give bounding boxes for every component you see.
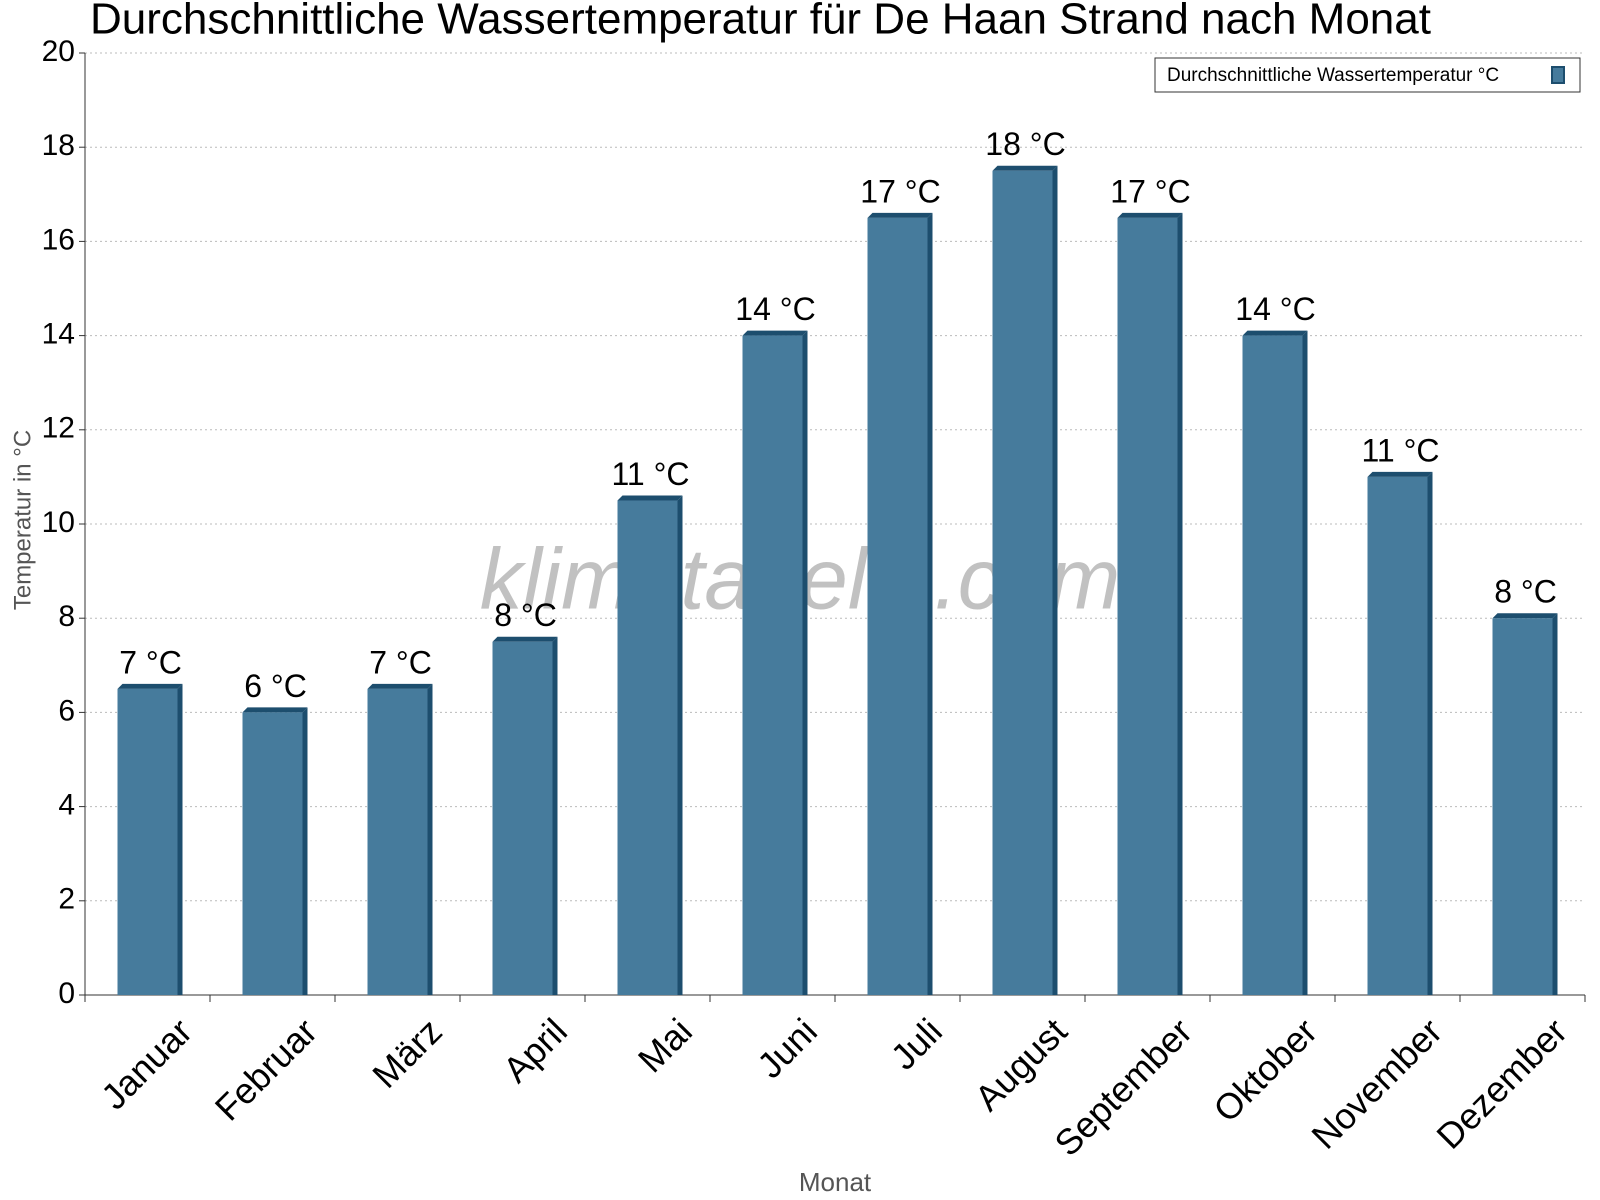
y-tick-label: 16 (42, 223, 75, 256)
legend-box (1154, 57, 1581, 93)
y-tick-label: 8 (58, 600, 75, 633)
bar-group (1242, 330, 1308, 996)
bar (992, 170, 1053, 995)
bar (492, 641, 553, 995)
x-tick-label: November (1303, 1010, 1449, 1156)
value-label: 7 °C (119, 644, 182, 680)
bar-side (177, 683, 183, 995)
value-label: 17 °C (860, 173, 940, 209)
bar-top (1117, 212, 1183, 218)
x-axis-title: Monat (799, 1167, 872, 1197)
bar-top (117, 683, 183, 689)
value-label: 18 °C (985, 126, 1065, 162)
bar-group (1117, 212, 1183, 996)
bar-top (1492, 613, 1558, 619)
bar-group (492, 636, 558, 995)
bar (867, 217, 928, 996)
value-label: 6 °C (244, 668, 307, 704)
bar-group (1367, 471, 1433, 995)
y-tick-label: 4 (58, 789, 75, 822)
bar-side (1427, 471, 1433, 995)
value-label: 7 °C (369, 644, 432, 680)
bar-side (1177, 212, 1183, 996)
y-tick-label: 20 (42, 35, 75, 68)
bar (1242, 335, 1303, 996)
bar (617, 500, 678, 995)
value-label: 8 °C (494, 597, 557, 633)
bar (1492, 618, 1553, 995)
bar-top (367, 683, 433, 689)
y-tick-label: 18 (42, 129, 75, 162)
legend-swatch (1551, 66, 1565, 84)
bar-top (867, 212, 933, 218)
x-tick-label: Oktober (1205, 1010, 1325, 1130)
bar-side (1052, 165, 1058, 995)
x-tick-label: Juli (883, 1010, 950, 1077)
value-label: 14 °C (735, 291, 815, 327)
value-label: 17 °C (1110, 173, 1190, 209)
y-axis-title: Temperatur in °C (9, 430, 36, 610)
x-tick-label: Januar (93, 1010, 200, 1117)
bar-group (367, 683, 433, 995)
bar (1367, 476, 1428, 995)
bar-side (927, 212, 933, 996)
value-label: 14 °C (1235, 291, 1315, 327)
bar-side (302, 707, 308, 995)
y-tick-label: 6 (58, 694, 75, 727)
bar (742, 335, 803, 996)
x-tick-label: Februar (207, 1010, 325, 1128)
bar-group (617, 495, 683, 995)
bar (1117, 217, 1178, 996)
value-label: 11 °C (611, 456, 689, 492)
y-tick-label: 10 (42, 506, 75, 539)
bar-side (677, 495, 683, 995)
x-tick-label: Juni (749, 1010, 825, 1086)
x-tick-label: Dezember (1428, 1010, 1574, 1156)
bar (242, 712, 303, 995)
bar-top (242, 707, 308, 713)
y-tick-label: 0 (58, 977, 75, 1010)
bar (117, 688, 178, 995)
y-tick-label: 14 (42, 318, 75, 351)
bar-side (552, 636, 558, 995)
bar-side (802, 330, 808, 996)
bar-top (617, 495, 683, 501)
legend-label: Durchschnittliche Wassertemperatur °C (1167, 65, 1499, 86)
bar-side (1302, 330, 1308, 996)
x-tick-label: Mai (630, 1010, 700, 1080)
value-label: 8 °C (1494, 574, 1557, 610)
x-tick-label: April (495, 1010, 575, 1090)
bar-group (742, 330, 808, 996)
x-tick-label: August (967, 1010, 1075, 1118)
bar-group (992, 165, 1058, 995)
bar-top (1242, 330, 1308, 336)
bar-top (492, 636, 558, 642)
bar-top (1367, 471, 1433, 477)
value-label: 11 °C (1361, 432, 1439, 468)
y-tick-label: 12 (42, 412, 75, 445)
bar-group (1492, 613, 1558, 995)
x-tick-label: September (1046, 1010, 1200, 1164)
bar-group (867, 212, 933, 996)
x-tick-label: März (364, 1010, 450, 1096)
bar (367, 688, 428, 995)
bar-side (1552, 613, 1558, 995)
bar-top (742, 330, 808, 336)
bar-group (242, 707, 308, 995)
chart-title: Durchschnittliche Wassertemperatur für D… (90, 0, 1431, 44)
bar-side (427, 683, 433, 995)
y-tick-label: 2 (58, 883, 75, 916)
bar-group (117, 683, 183, 995)
bar-top (992, 165, 1058, 171)
